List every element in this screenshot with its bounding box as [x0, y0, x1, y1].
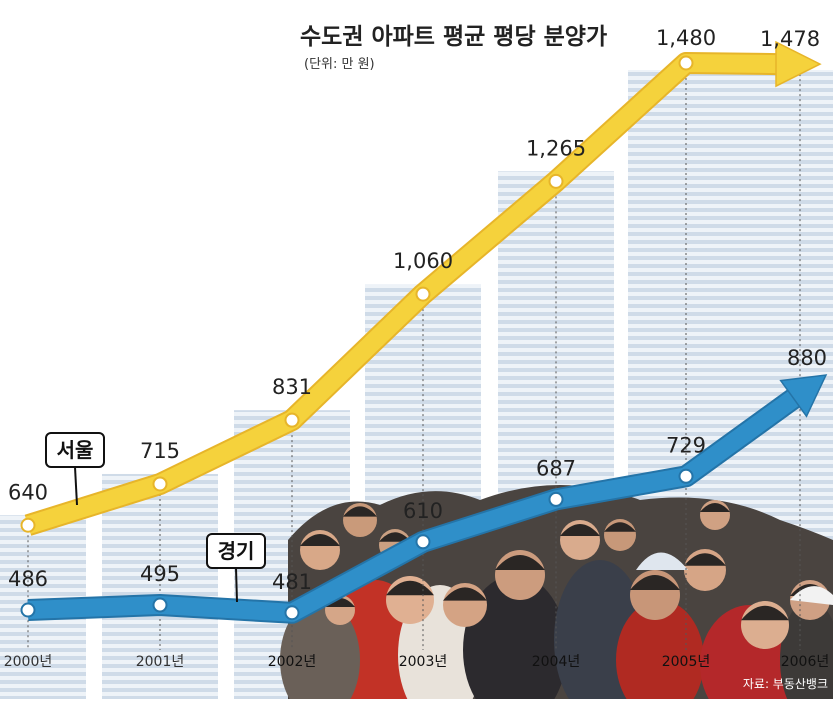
crowd-hair	[560, 524, 600, 536]
chart-subtitle: (단위: 만 원)	[304, 57, 375, 72]
crowd-hair	[343, 506, 377, 517]
crowd-hair	[300, 534, 340, 546]
gyeonggi-point	[415, 534, 431, 550]
gyeonggi-value-label: 481	[272, 570, 312, 594]
gyeonggi-point	[548, 491, 564, 507]
seoul-callout: 서울	[45, 432, 105, 506]
crowd-hair	[604, 522, 636, 532]
seoul-value-label: 831	[272, 375, 312, 399]
gyeonggi-point	[678, 468, 694, 484]
seoul-point	[20, 517, 36, 533]
gyeonggi-value-label: 486	[8, 567, 48, 591]
seoul-point	[548, 173, 564, 189]
crowd-hair	[379, 532, 411, 542]
x-tick-label: 2001년	[136, 654, 185, 670]
x-tick-label: 2003년	[399, 654, 448, 670]
crowd-body	[463, 575, 567, 703]
x-tick-label: 2002년	[268, 654, 317, 670]
seoul-value-label: 1,480	[656, 26, 716, 50]
seoul-value-label: 640	[8, 480, 48, 504]
gyeonggi-point	[152, 597, 168, 613]
seoul-point	[415, 286, 431, 302]
seoul-point	[284, 412, 300, 428]
x-tick-label: 2004년	[532, 654, 581, 670]
seoul-callout-pointer	[74, 466, 78, 506]
seoul-callout-box	[45, 432, 105, 468]
seoul-value-label: 1,060	[393, 249, 453, 273]
year-guide-lines	[27, 73, 801, 650]
seoul-value-label: 1,478	[760, 27, 820, 51]
gyeonggi-point	[20, 602, 36, 618]
gyeonggi-callout: 경기	[206, 533, 266, 603]
gyeonggi-value-label: 495	[140, 562, 180, 586]
gyeonggi-value-label: 687	[536, 456, 576, 480]
crowd-hair	[741, 605, 789, 621]
crowd-hair	[700, 503, 730, 512]
gyeonggi-callout-box	[206, 533, 266, 569]
x-axis-tick-labels: 2000년 2001년 2002년 2003년 2004년 2005년 2006년	[4, 654, 830, 670]
bg-column	[102, 473, 218, 699]
crowd-hair	[386, 580, 434, 596]
gyeonggi-point	[284, 605, 300, 621]
x-tick-label: 2005년	[662, 654, 711, 670]
gyeonggi-value-label: 880	[787, 346, 827, 370]
x-tick-label: 2006년	[781, 654, 830, 670]
crowd-body	[616, 600, 704, 703]
seoul-callout-label: 서울	[57, 438, 94, 462]
crowd-body	[280, 600, 360, 703]
seoul-value-label: 715	[140, 439, 180, 463]
crowd-hair	[443, 587, 487, 601]
gyeonggi-callout-label: 경기	[218, 539, 255, 563]
seoul-point	[152, 476, 168, 492]
crowd-cap	[790, 586, 833, 605]
chart-title: 수도권 아파트 평균 평당 분양가	[300, 24, 607, 50]
crowd-body	[780, 600, 833, 703]
seoul-value-label: 1,265	[526, 136, 586, 160]
seoul-arrowhead	[775, 40, 822, 88]
gyeonggi-callout-pointer	[235, 567, 238, 603]
series-points	[20, 55, 694, 621]
gyeonggi-value-label: 729	[666, 433, 706, 457]
source-note: 자료: 부동산뱅크	[743, 677, 828, 691]
gyeonggi-arrowhead	[779, 374, 828, 418]
data-labels: 640 715 831 1,060 1,265 1,480 1,478 486 495 481 61…	[8, 26, 827, 594]
seoul-point	[678, 55, 694, 71]
crowd-hair	[495, 555, 545, 570]
gyeonggi-value-label: 610	[403, 499, 443, 523]
crowd-cap	[636, 552, 688, 570]
x-tick-label: 2000년	[4, 654, 53, 670]
crowd-hair	[684, 553, 726, 566]
crowd-hair	[630, 575, 680, 590]
